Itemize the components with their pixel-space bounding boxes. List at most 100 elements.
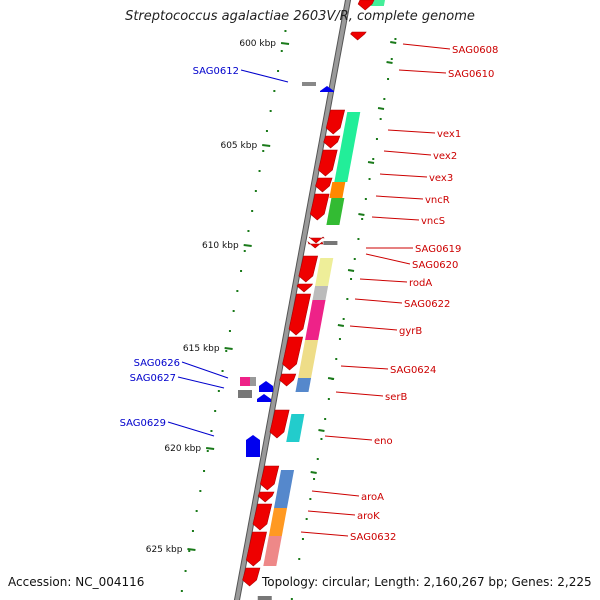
reverse-gene-arrow[interactable] (282, 336, 304, 371)
gene-label[interactable]: SAG0619 (415, 244, 461, 255)
gene-stub (238, 390, 252, 398)
gene-label[interactable]: SAG0624 (390, 365, 436, 376)
kbp-tick-label: 610 kbp (202, 241, 239, 251)
gene-label[interactable]: SAG0610 (448, 69, 494, 80)
minor-tick-dot (236, 290, 239, 292)
minor-tick-dot (262, 150, 265, 152)
minor-tick-dot (390, 58, 393, 60)
cog-category-box (334, 112, 361, 182)
gene-stub (302, 82, 316, 86)
cog-category-box (274, 470, 295, 508)
minor-tick-dot (258, 170, 261, 172)
gene-label[interactable]: SAG0612 (193, 66, 239, 77)
gene-label[interactable]: vex1 (437, 129, 461, 140)
label-leader-line (349, 325, 398, 331)
kbp-tick-label: 600 kbp (239, 39, 276, 49)
minor-tick-dot (290, 598, 293, 600)
reverse-gene-arrow[interactable] (309, 193, 330, 221)
gene-label[interactable]: vex2 (433, 151, 457, 162)
label-leader-line (402, 43, 451, 50)
minor-tick-dots (180, 30, 397, 600)
minor-tick-dot (394, 38, 397, 40)
minor-tick-dot (243, 250, 246, 252)
gene-label[interactable]: SAG0632 (350, 532, 396, 543)
reverse-gene-arrow[interactable] (308, 236, 325, 244)
minor-tick-dot (298, 558, 301, 560)
reverse-gene-arrow[interactable] (242, 567, 261, 587)
label-leader-line (307, 510, 356, 516)
label-leader-line (300, 531, 349, 537)
kbp-tick-label: 620 kbp (164, 444, 201, 454)
gene-label[interactable]: vncR (425, 195, 450, 206)
reverse-gene-arrow[interactable] (288, 293, 311, 336)
gene-label[interactable]: rodA (409, 278, 432, 289)
label-leader-line (177, 376, 225, 389)
gene-label[interactable]: SAG0622 (404, 299, 450, 310)
minor-tick-dot (316, 458, 319, 460)
minor-tick-dot (372, 158, 375, 160)
reverse-gene-arrow[interactable] (350, 31, 367, 41)
gene-label[interactable]: eno (374, 436, 393, 447)
gene-label[interactable]: vex3 (429, 173, 453, 184)
forward-gene-arrow[interactable] (257, 394, 271, 402)
minor-tick-dot (379, 118, 382, 120)
reverse-gene-arrow[interactable] (318, 149, 338, 177)
reverse-gene-arrow[interactable] (323, 135, 341, 149)
reverse-gene-arrow[interactable] (245, 531, 267, 567)
reverse-gene-arrow[interactable] (260, 465, 280, 491)
gene-label[interactable]: vncS (421, 216, 445, 227)
gene-label[interactable]: aroK (357, 511, 380, 522)
minor-tick-dot (221, 370, 224, 372)
reverse-gene-arrow[interactable] (325, 109, 346, 135)
forward-gene-arrow[interactable] (259, 381, 273, 392)
gene-label[interactable]: SAG0627 (130, 373, 176, 384)
minor-tick-dot (353, 258, 356, 260)
minor-tick-dot (273, 90, 276, 92)
forward-gene-arrow[interactable] (246, 435, 260, 457)
minor-tick-dot (251, 210, 254, 212)
reverse-gene-arrow[interactable] (298, 255, 319, 283)
reverse-gene-arrow[interactable] (315, 177, 333, 193)
reverse-gene-arrow[interactable] (307, 241, 324, 249)
label-leader-line (311, 490, 360, 497)
kbp-tick-label: 615 kbp (183, 344, 220, 354)
gene-label[interactable]: serB (385, 392, 407, 403)
track-tick (358, 213, 365, 216)
reverse-gene-arrow[interactable] (279, 373, 297, 387)
label-leader-line (181, 361, 229, 379)
track-tick (327, 377, 335, 380)
minor-tick-dot (191, 530, 194, 532)
label-leader-line (340, 365, 389, 370)
gene-label[interactable]: aroA (361, 492, 384, 503)
reverse-gene-arrow[interactable] (257, 491, 275, 503)
cog-category-box (298, 340, 319, 378)
forward-gene-arrow[interactable] (320, 86, 334, 92)
label-leader-line (383, 150, 432, 156)
minor-tick-dot (210, 430, 213, 432)
gene-label[interactable]: gyrB (399, 326, 422, 337)
minor-tick-dot (364, 198, 367, 200)
minor-tick-dot (301, 538, 304, 540)
reverse-gene-arrow[interactable] (269, 409, 290, 439)
minor-tick-dot (254, 190, 257, 192)
kbp-tick-mark (280, 42, 290, 45)
gene-label[interactable]: SAG0608 (452, 45, 498, 56)
reverse-gene-arrow[interactable] (252, 503, 273, 531)
kbp-tick-mark (224, 347, 233, 350)
cog-category-box (240, 377, 250, 386)
kbp-ticks: 600 kbp 605 kbp 610 kbp 615 kbp 620 kbp 625 k… (146, 39, 397, 555)
label-leader-line (335, 391, 384, 397)
cog-category-box (370, 0, 385, 6)
track-tick (377, 107, 385, 110)
reverse-gene-arrow[interactable] (296, 283, 314, 293)
gene-label[interactable]: SAG0620 (412, 260, 458, 271)
minor-tick-dot (327, 398, 330, 400)
reverse-gene-arrow[interactable] (357, 0, 375, 11)
gene-label[interactable]: SAG0629 (120, 418, 166, 429)
minor-tick-dot (232, 310, 235, 312)
gene-features (238, 0, 385, 600)
cog-category-box (268, 508, 288, 536)
gene-labels[interactable]: SAG0608 SAG0610 vex1 vex2 vex3 vncR vncS SAG061… (120, 43, 499, 543)
gene-label[interactable]: SAG0626 (134, 358, 180, 369)
